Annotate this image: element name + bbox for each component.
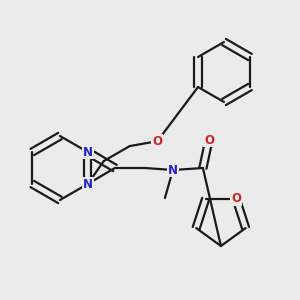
Text: N: N [83, 178, 93, 190]
Text: N: N [83, 146, 93, 158]
Text: O: O [231, 193, 241, 206]
Text: O: O [152, 135, 162, 148]
Text: N: N [168, 164, 178, 176]
Text: O: O [204, 134, 214, 146]
